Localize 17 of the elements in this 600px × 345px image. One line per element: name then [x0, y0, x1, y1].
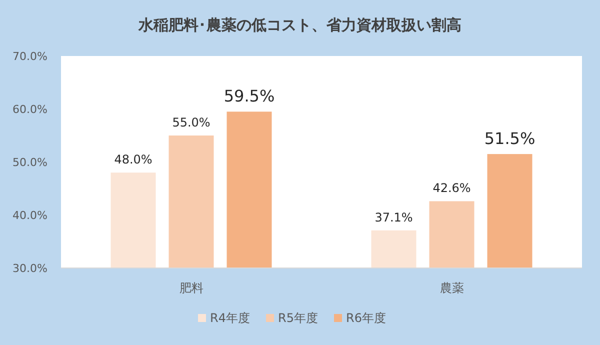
data-label: 37.1% [374, 210, 413, 224]
y-tick-label: 50.0% [12, 156, 48, 169]
legend-label: R6年度 [346, 311, 386, 325]
y-tick-label: 30.0% [12, 262, 48, 275]
data-label: 59.5% [224, 86, 275, 106]
legend-label: R4年度 [210, 311, 250, 325]
x-tick-label: 肥料 [179, 281, 204, 295]
data-label: 48.0% [114, 152, 152, 167]
chart-title: 水稲肥料･農薬の低コスト、省力資材取扱い割高 [138, 16, 462, 34]
data-label: 55.0% [172, 116, 210, 130]
y-tick-label: 70.0% [12, 50, 48, 63]
data-label: 42.6% [432, 181, 471, 196]
data-label: 51.5% [484, 129, 536, 148]
y-tick-label: 40.0% [12, 209, 48, 222]
y-tick-label: 60.0% [12, 103, 48, 116]
legend-label: R5年度 [278, 311, 318, 325]
x-tick-label: 農薬 [440, 281, 464, 295]
